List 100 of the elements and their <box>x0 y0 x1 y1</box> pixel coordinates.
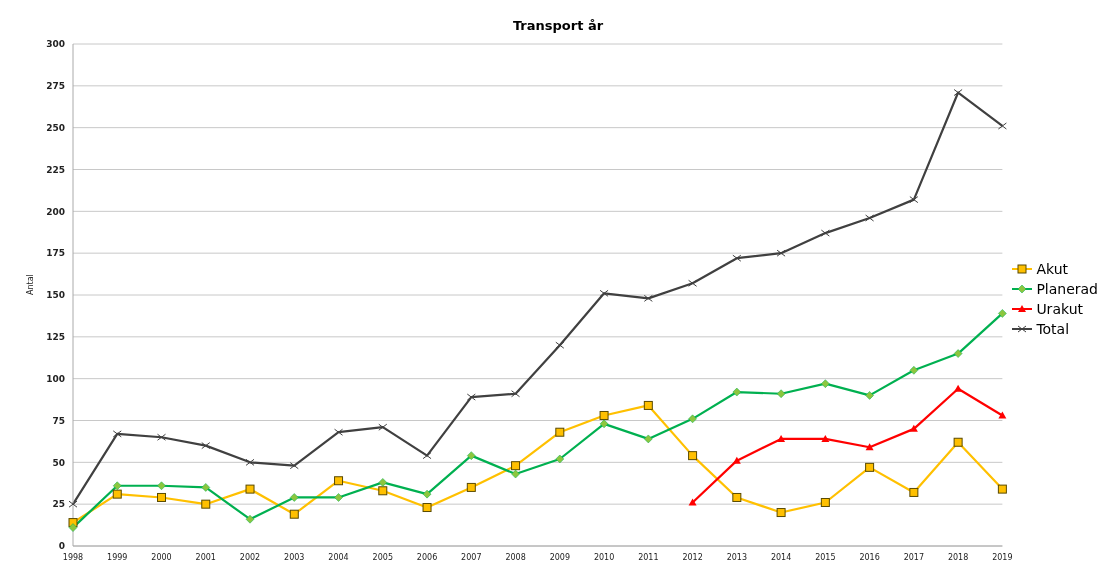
x-tick-label: 2000 <box>151 552 172 562</box>
point <box>422 489 432 499</box>
y-axis-title: Antal <box>25 274 35 295</box>
point <box>466 482 476 492</box>
x-tick-label: 2018 <box>947 552 969 562</box>
y-tick-label: 250 <box>46 122 65 133</box>
point <box>289 462 299 470</box>
x-tick-label: 2019 <box>992 552 1013 562</box>
y-tick-label: 50 <box>52 457 65 468</box>
point <box>555 341 565 349</box>
point <box>688 414 697 424</box>
point <box>909 196 919 204</box>
y-tick-label: 75 <box>52 415 65 426</box>
point <box>334 493 343 502</box>
point <box>245 458 255 466</box>
point <box>201 499 211 509</box>
point <box>688 451 698 461</box>
point <box>555 427 565 437</box>
legend-label: Akut <box>1036 261 1068 277</box>
x-tick-label: 2016 <box>859 552 880 562</box>
point <box>953 89 963 97</box>
point <box>821 434 830 442</box>
legend-label: Urakut <box>1036 301 1083 317</box>
x-tick-label: 2017 <box>903 552 925 562</box>
point <box>201 442 211 450</box>
y-tick-label: 125 <box>46 332 65 343</box>
point <box>511 469 520 479</box>
point <box>245 484 255 494</box>
point <box>865 391 874 400</box>
chart-title: Transport år <box>511 17 605 35</box>
point <box>378 486 388 496</box>
x-tick-label: 2006 <box>416 552 438 562</box>
point <box>865 443 874 451</box>
point <box>953 349 963 358</box>
point <box>68 523 78 532</box>
point <box>820 497 830 507</box>
x-tick-label: 2015 <box>815 552 836 562</box>
y-tick-label: 200 <box>46 206 65 217</box>
point <box>290 493 299 502</box>
point <box>776 389 786 398</box>
x-tick-label: 2008 <box>505 552 526 562</box>
x-tick-label: 2009 <box>549 552 570 562</box>
point <box>112 430 122 438</box>
point <box>422 503 432 513</box>
point <box>157 433 167 441</box>
point <box>467 451 476 460</box>
point <box>865 462 875 472</box>
x-tick-label: 2005 <box>372 552 393 562</box>
point <box>201 483 211 492</box>
point <box>732 387 742 397</box>
y-tick-label: 225 <box>46 164 65 175</box>
point <box>776 249 786 257</box>
x-tick-label: 2011 <box>638 552 659 562</box>
y-tick-label: 100 <box>46 373 65 384</box>
point <box>599 419 609 429</box>
point <box>865 214 875 222</box>
point <box>68 500 78 508</box>
point <box>997 484 1007 494</box>
x-tick-label: 1999 <box>107 552 128 562</box>
legend-label: Planerad <box>1036 281 1098 297</box>
point <box>776 508 786 518</box>
point <box>643 400 653 410</box>
point <box>466 393 476 401</box>
x-tick-label: 2013 <box>726 552 748 562</box>
point <box>643 294 653 302</box>
point <box>998 309 1007 318</box>
x-tick-label: 1998 <box>62 552 84 562</box>
point <box>378 423 388 431</box>
point <box>289 509 299 519</box>
y-tick-label: 150 <box>46 290 65 301</box>
point <box>599 410 609 420</box>
x-tick-label: 2010 <box>593 552 615 562</box>
x-tick-label: 2012 <box>682 552 703 562</box>
point <box>997 122 1007 130</box>
x-tick-label: 2003 <box>284 552 305 562</box>
point <box>112 489 122 499</box>
point <box>157 492 167 502</box>
point <box>378 478 388 487</box>
point <box>732 254 742 262</box>
y-tick-label: 25 <box>52 499 65 510</box>
x-tick-label: 2002 <box>239 552 261 562</box>
point <box>732 492 742 502</box>
point <box>909 487 919 497</box>
point <box>422 452 432 460</box>
point <box>688 279 698 287</box>
point <box>909 424 918 432</box>
y-tick-label: 300 <box>46 39 65 50</box>
point <box>777 434 786 442</box>
y-tick-label: 0 <box>58 541 65 552</box>
point <box>113 481 122 491</box>
point <box>732 456 741 464</box>
x-tick-label: 2001 <box>195 552 216 562</box>
point <box>334 476 344 486</box>
y-tick-label: 275 <box>46 81 65 92</box>
point <box>820 229 830 237</box>
point <box>334 428 344 436</box>
x-tick-label: 2014 <box>770 552 792 562</box>
point <box>599 289 609 297</box>
point <box>953 437 963 447</box>
point <box>245 514 255 524</box>
